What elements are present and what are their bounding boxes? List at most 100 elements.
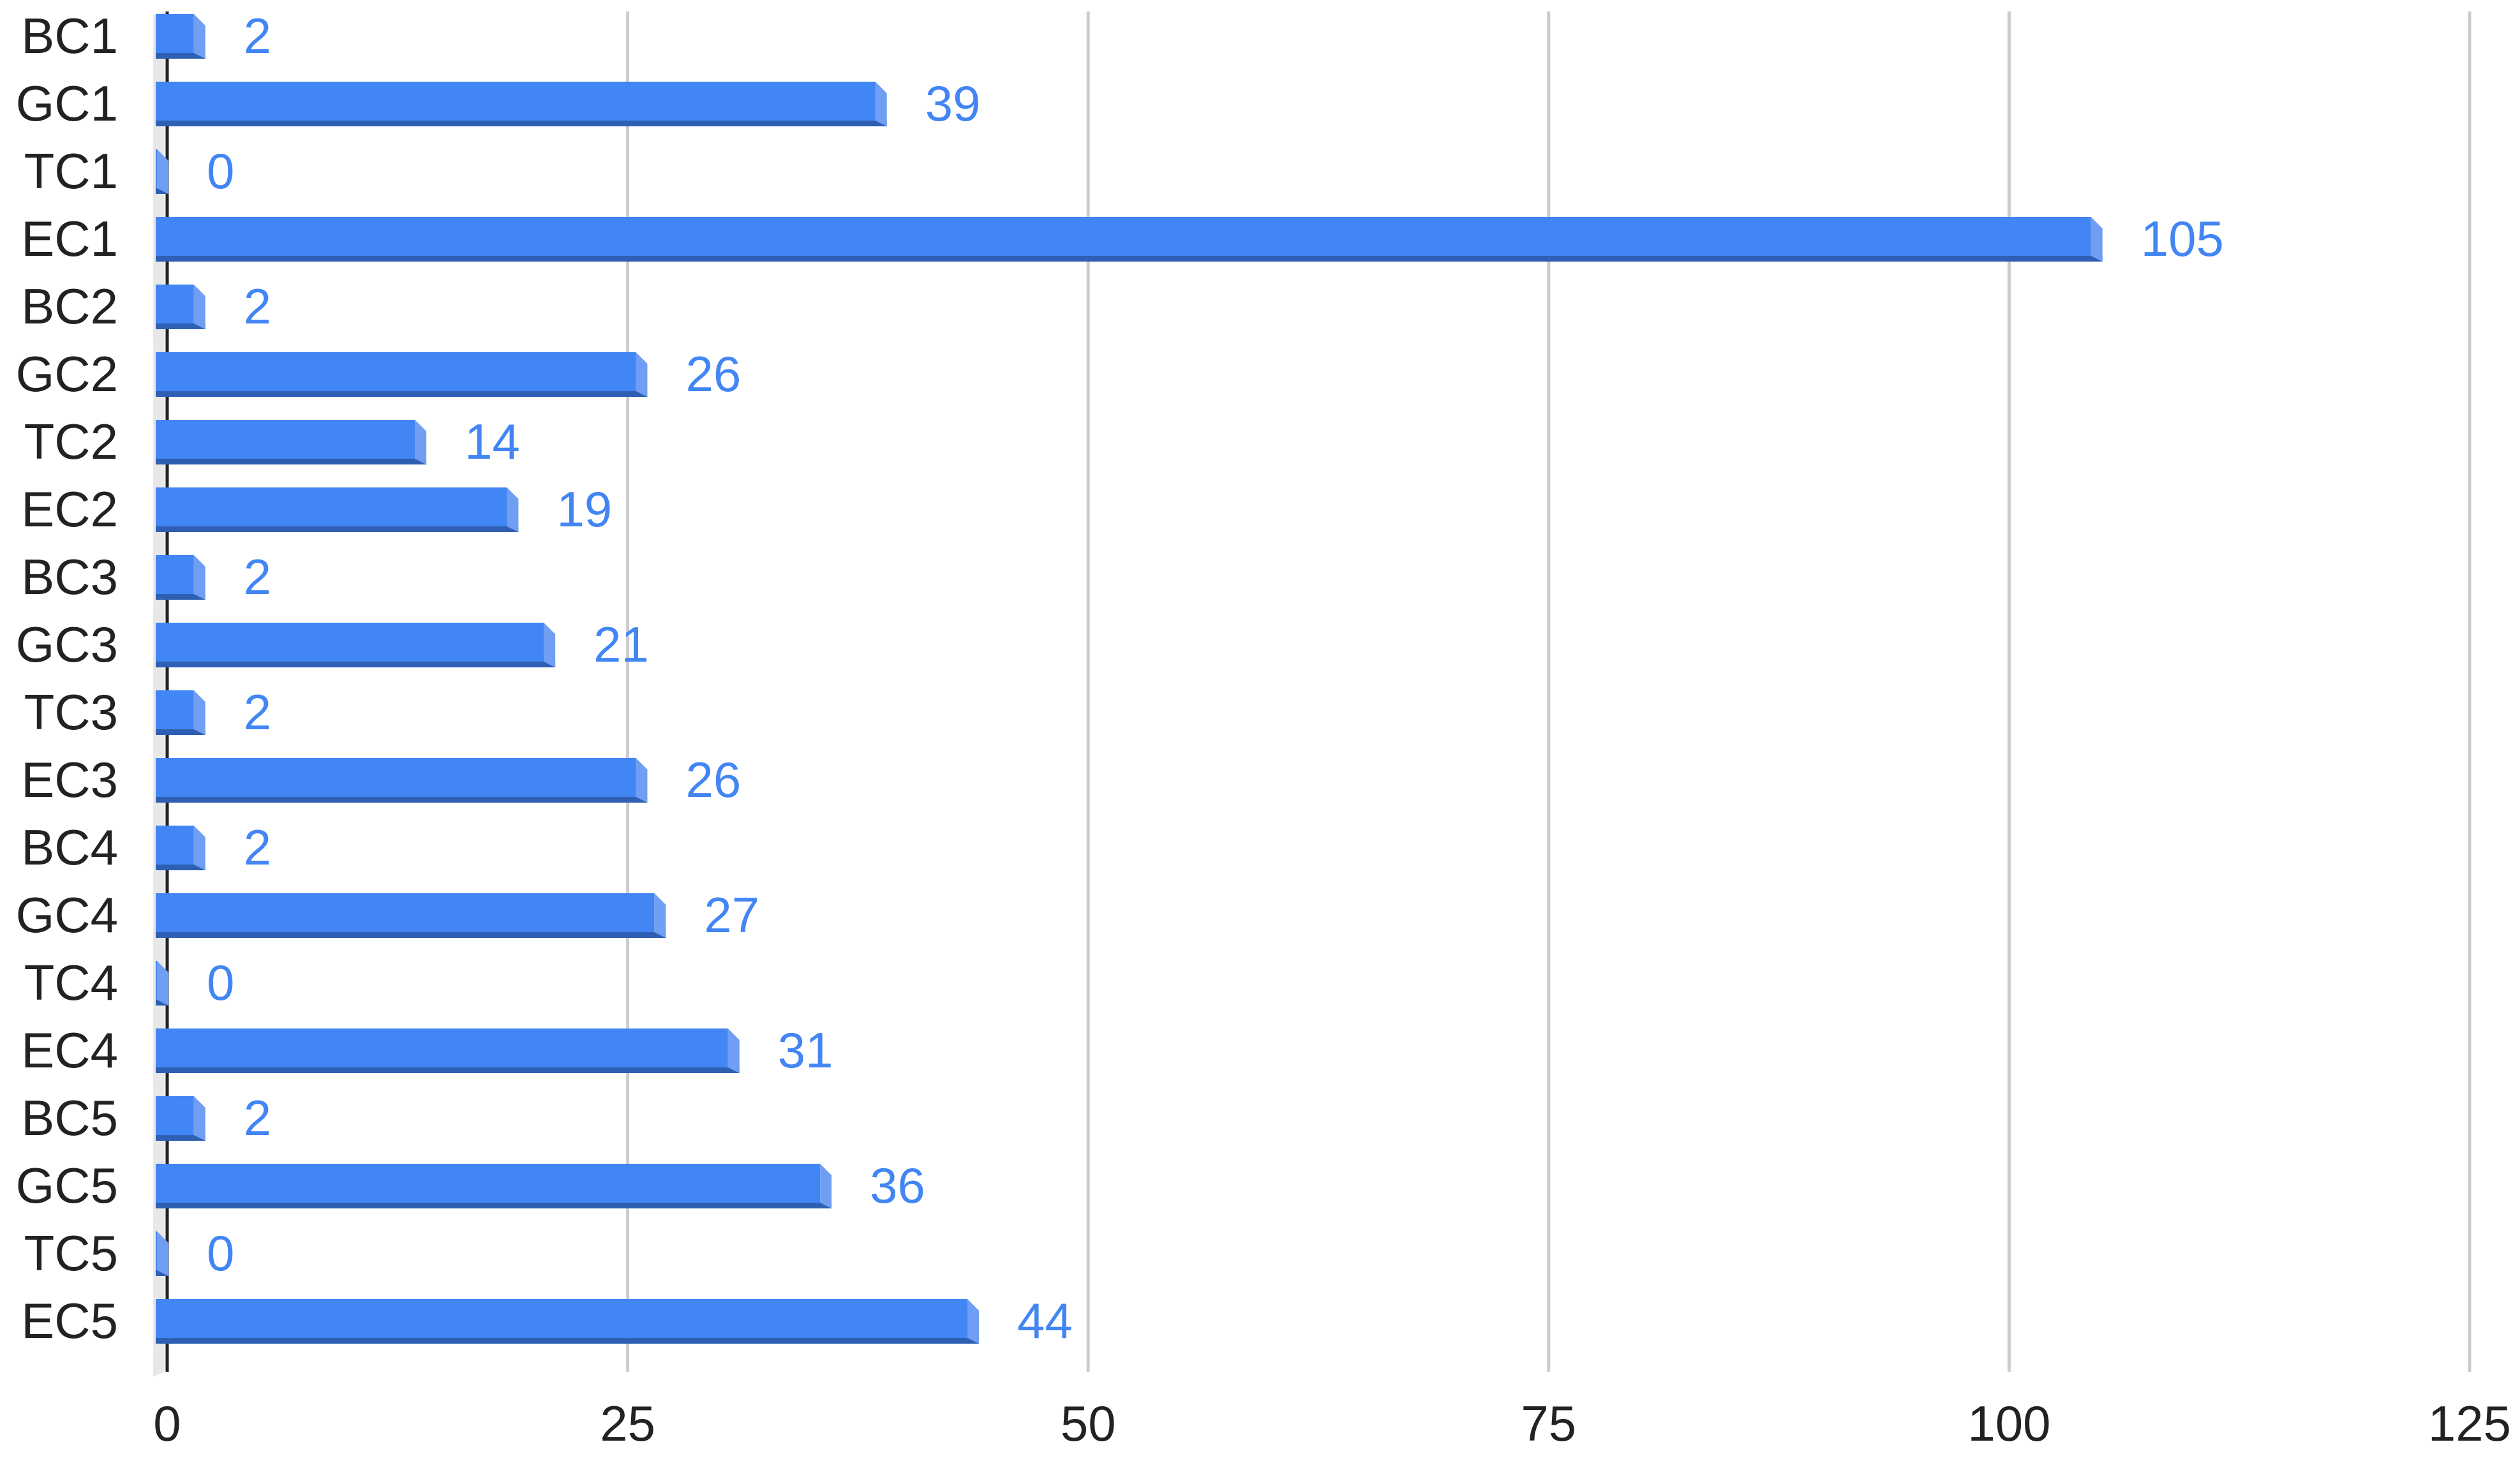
bar-face [156, 487, 507, 526]
bar-face [156, 893, 655, 932]
category-label: GC1 [16, 75, 118, 131]
x-tick-label: 25 [600, 1395, 655, 1451]
category-label: TC1 [24, 143, 118, 199]
bar-end-cap [157, 1231, 168, 1276]
x-tick-label: 100 [1967, 1395, 2050, 1451]
bar-TC5 [156, 1231, 168, 1276]
data-label: 2 [244, 684, 271, 740]
bar-face [156, 149, 157, 188]
bar-end-cap [507, 487, 519, 532]
data-label: 39 [925, 75, 981, 131]
bar-TC3 [156, 690, 205, 735]
bar-bottom-strip [156, 323, 205, 329]
bar-face [156, 555, 194, 594]
data-label: 105 [2141, 211, 2224, 267]
bar-face [156, 14, 194, 53]
category-label: BC4 [21, 819, 118, 875]
bar-end-cap [636, 352, 648, 397]
data-label: 0 [207, 1225, 234, 1281]
data-label: 14 [465, 413, 520, 470]
x-tick-labels-layer: 0 25 50 75 100 125 [153, 1395, 2511, 1451]
category-label: GC5 [16, 1157, 118, 1214]
bar-EC2 [156, 487, 519, 532]
bar-end-cap [820, 1164, 832, 1208]
bar-face [156, 961, 157, 1000]
bar-face [156, 1096, 194, 1135]
bar-bottom-strip [156, 1270, 168, 1276]
category-label: BC2 [21, 278, 118, 334]
bar-end-cap [967, 1299, 980, 1344]
category-label: GC4 [16, 887, 118, 943]
bar-face [156, 1231, 157, 1270]
bar-BC4 [156, 826, 205, 870]
bar-bottom-strip [156, 1135, 205, 1141]
bar-bottom-strip [156, 391, 648, 397]
bar-bottom-strip [156, 256, 2103, 262]
bar-EC1 [156, 217, 2103, 262]
category-label: TC2 [24, 413, 118, 470]
bars-layer [156, 14, 2103, 1344]
bar-end-cap [727, 1028, 740, 1073]
x-tick-label: 50 [1061, 1395, 1116, 1451]
bar-face [156, 352, 636, 391]
bar-GC1 [156, 82, 887, 126]
x-tick-label: 125 [2428, 1395, 2511, 1451]
bar-face [156, 82, 876, 121]
bar-bottom-strip [156, 594, 205, 600]
bar-end-cap [875, 82, 887, 126]
data-label: 2 [244, 278, 271, 334]
data-label: 2 [244, 8, 271, 64]
bar-end-cap [157, 149, 168, 194]
data-label: 31 [778, 1022, 833, 1078]
x-tick-label: 75 [1521, 1395, 1576, 1451]
category-label: EC5 [21, 1293, 118, 1349]
bar-bottom-strip [156, 797, 648, 803]
data-label: 21 [593, 616, 649, 672]
bar-BC1 [156, 14, 205, 59]
data-label: 2 [244, 819, 271, 875]
category-label: BC5 [21, 1090, 118, 1146]
bar-bottom-strip [156, 865, 205, 870]
bar-bottom-strip [156, 932, 666, 938]
bar-bottom-strip [156, 1338, 980, 1344]
bar-end-cap [2091, 217, 2103, 262]
category-label: TC3 [24, 684, 118, 740]
bar-face [156, 1028, 728, 1067]
bar-TC1 [156, 149, 168, 194]
category-label: BC1 [21, 8, 118, 64]
bar-EC3 [156, 758, 648, 803]
bar-bottom-strip [156, 1000, 168, 1006]
data-label: 2 [244, 1090, 271, 1146]
bar-bottom-strip [156, 121, 887, 126]
bar-face [156, 285, 194, 323]
bar-bottom-strip [156, 1203, 832, 1208]
category-labels-layer: BC1 GC1 TC1 EC1 BC2 GC2 TC2 EC2 BC3 GC3 TC3 EC3 BC4 G… [16, 8, 118, 1349]
bar-end-cap [193, 1096, 205, 1141]
category-label: TC4 [24, 954, 118, 1011]
bar-TC2 [156, 420, 427, 464]
bar-BC3 [156, 555, 205, 600]
category-label: GC3 [16, 616, 118, 672]
bar-face [156, 1164, 821, 1203]
category-label: EC1 [21, 211, 118, 267]
data-labels-layer: 2 39 0 105 2 26 14 19 2 21 2 26 2 27 0 31 2 36 0 44 [207, 8, 2224, 1349]
category-label: GC2 [16, 346, 118, 402]
data-label: 26 [685, 752, 741, 808]
bar-face [156, 217, 2091, 256]
bar-TC4 [156, 961, 168, 1006]
bar-bottom-strip [156, 526, 519, 532]
bar-face [156, 623, 544, 662]
bar-end-cap [636, 758, 648, 803]
category-label: EC4 [21, 1022, 118, 1078]
data-label: 2 [244, 549, 271, 605]
bar-bottom-strip [156, 188, 168, 194]
bar-GC2 [156, 352, 648, 397]
bar-end-cap [157, 961, 168, 1006]
bar-end-cap [193, 285, 205, 329]
bar-EC4 [156, 1028, 740, 1073]
bar-end-cap [544, 623, 556, 667]
data-label: 19 [556, 481, 612, 537]
category-label: EC2 [21, 481, 118, 537]
data-label: 26 [685, 346, 741, 402]
